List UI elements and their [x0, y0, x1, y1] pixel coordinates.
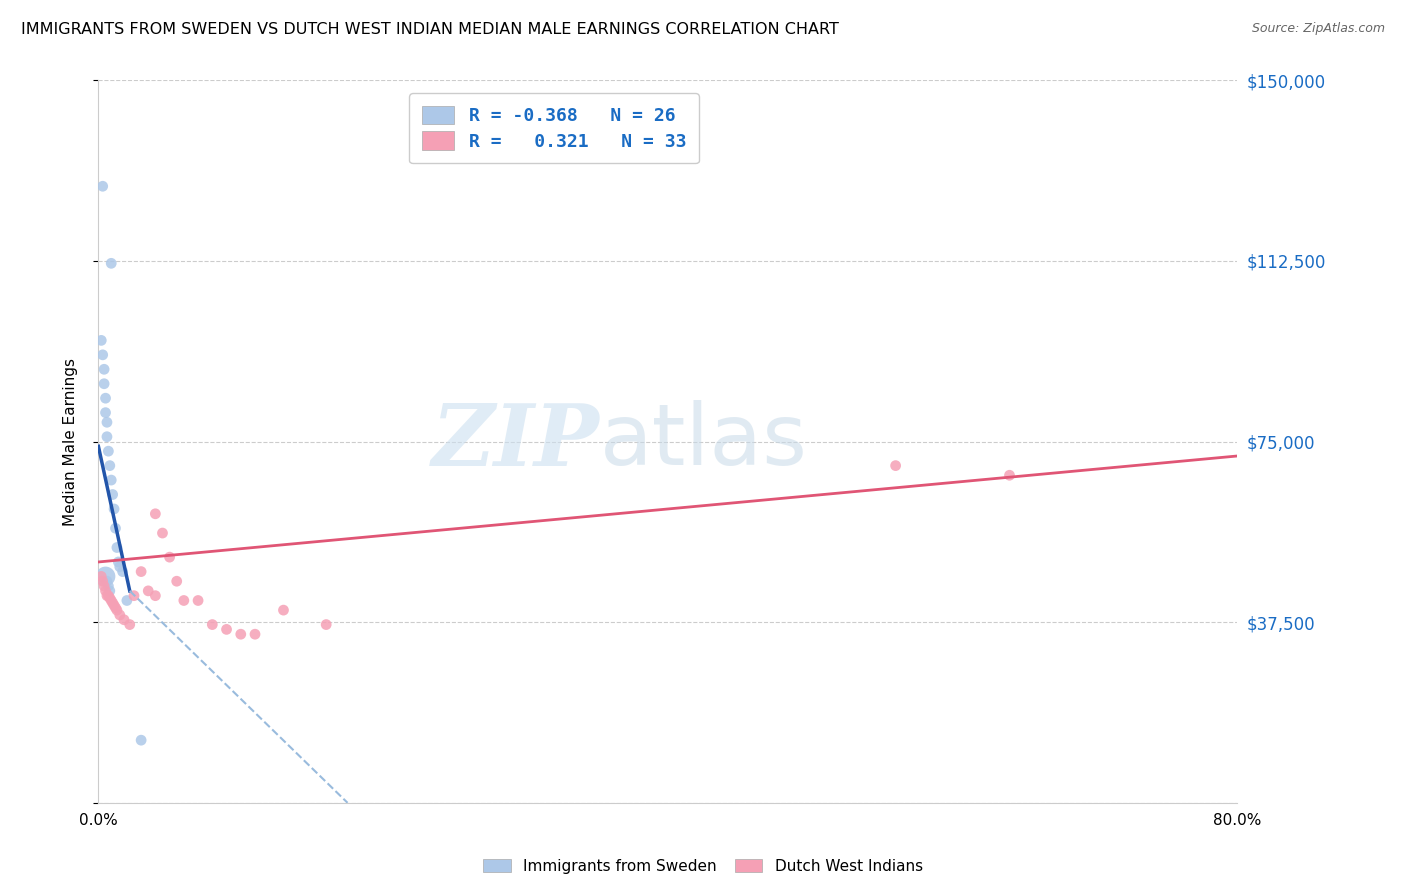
- Point: [91, 348, 114, 362]
- Point: [166, 574, 188, 589]
- Point: [105, 603, 128, 617]
- Point: [187, 593, 209, 607]
- Point: [98, 591, 121, 606]
- Point: [91, 179, 114, 194]
- Point: [115, 593, 138, 607]
- Point: [243, 627, 266, 641]
- Point: [96, 589, 118, 603]
- Point: [93, 376, 115, 391]
- Point: [97, 589, 120, 603]
- Point: [103, 599, 125, 613]
- Point: [104, 600, 127, 615]
- Point: [96, 430, 118, 444]
- Text: Source: ZipAtlas.com: Source: ZipAtlas.com: [1251, 22, 1385, 36]
- Point: [94, 569, 117, 583]
- Point: [273, 603, 295, 617]
- Point: [145, 507, 167, 521]
- Point: [108, 607, 131, 622]
- Point: [97, 444, 120, 458]
- Point: [173, 593, 195, 607]
- Point: [101, 596, 124, 610]
- Point: [94, 391, 117, 405]
- Point: [136, 583, 159, 598]
- Text: atlas: atlas: [599, 400, 807, 483]
- Point: [100, 593, 122, 607]
- Point: [152, 526, 174, 541]
- Point: [108, 559, 131, 574]
- Point: [884, 458, 907, 473]
- Point: [105, 541, 128, 555]
- Point: [100, 256, 122, 270]
- Point: [122, 589, 145, 603]
- Point: [998, 468, 1021, 483]
- Point: [93, 579, 115, 593]
- Point: [91, 574, 114, 589]
- Point: [93, 362, 115, 376]
- Point: [90, 569, 112, 583]
- Point: [215, 623, 238, 637]
- Legend: Immigrants from Sweden, Dutch West Indians: Immigrants from Sweden, Dutch West India…: [477, 853, 929, 880]
- Legend: R = -0.368   N = 26, R =   0.321   N = 33: R = -0.368 N = 26, R = 0.321 N = 33: [409, 93, 699, 163]
- Point: [129, 565, 152, 579]
- Point: [111, 565, 134, 579]
- Text: IMMIGRANTS FROM SWEDEN VS DUTCH WEST INDIAN MEDIAN MALE EARNINGS CORRELATION CHA: IMMIGRANTS FROM SWEDEN VS DUTCH WEST IND…: [21, 22, 839, 37]
- Point: [107, 555, 129, 569]
- Point: [96, 415, 118, 429]
- Point: [112, 613, 135, 627]
- Point: [98, 458, 121, 473]
- Point: [118, 617, 141, 632]
- Point: [94, 583, 117, 598]
- Point: [145, 589, 167, 603]
- Point: [96, 574, 118, 589]
- Point: [101, 487, 124, 501]
- Point: [201, 617, 224, 632]
- Point: [129, 733, 152, 747]
- Point: [229, 627, 252, 641]
- Point: [315, 617, 337, 632]
- Y-axis label: Median Male Earnings: Median Male Earnings: [63, 358, 77, 525]
- Text: ZIP: ZIP: [432, 400, 599, 483]
- Point: [103, 502, 125, 516]
- Point: [98, 583, 121, 598]
- Point: [104, 521, 127, 535]
- Point: [97, 579, 120, 593]
- Point: [100, 473, 122, 487]
- Point: [94, 406, 117, 420]
- Point: [90, 334, 112, 348]
- Point: [159, 550, 181, 565]
